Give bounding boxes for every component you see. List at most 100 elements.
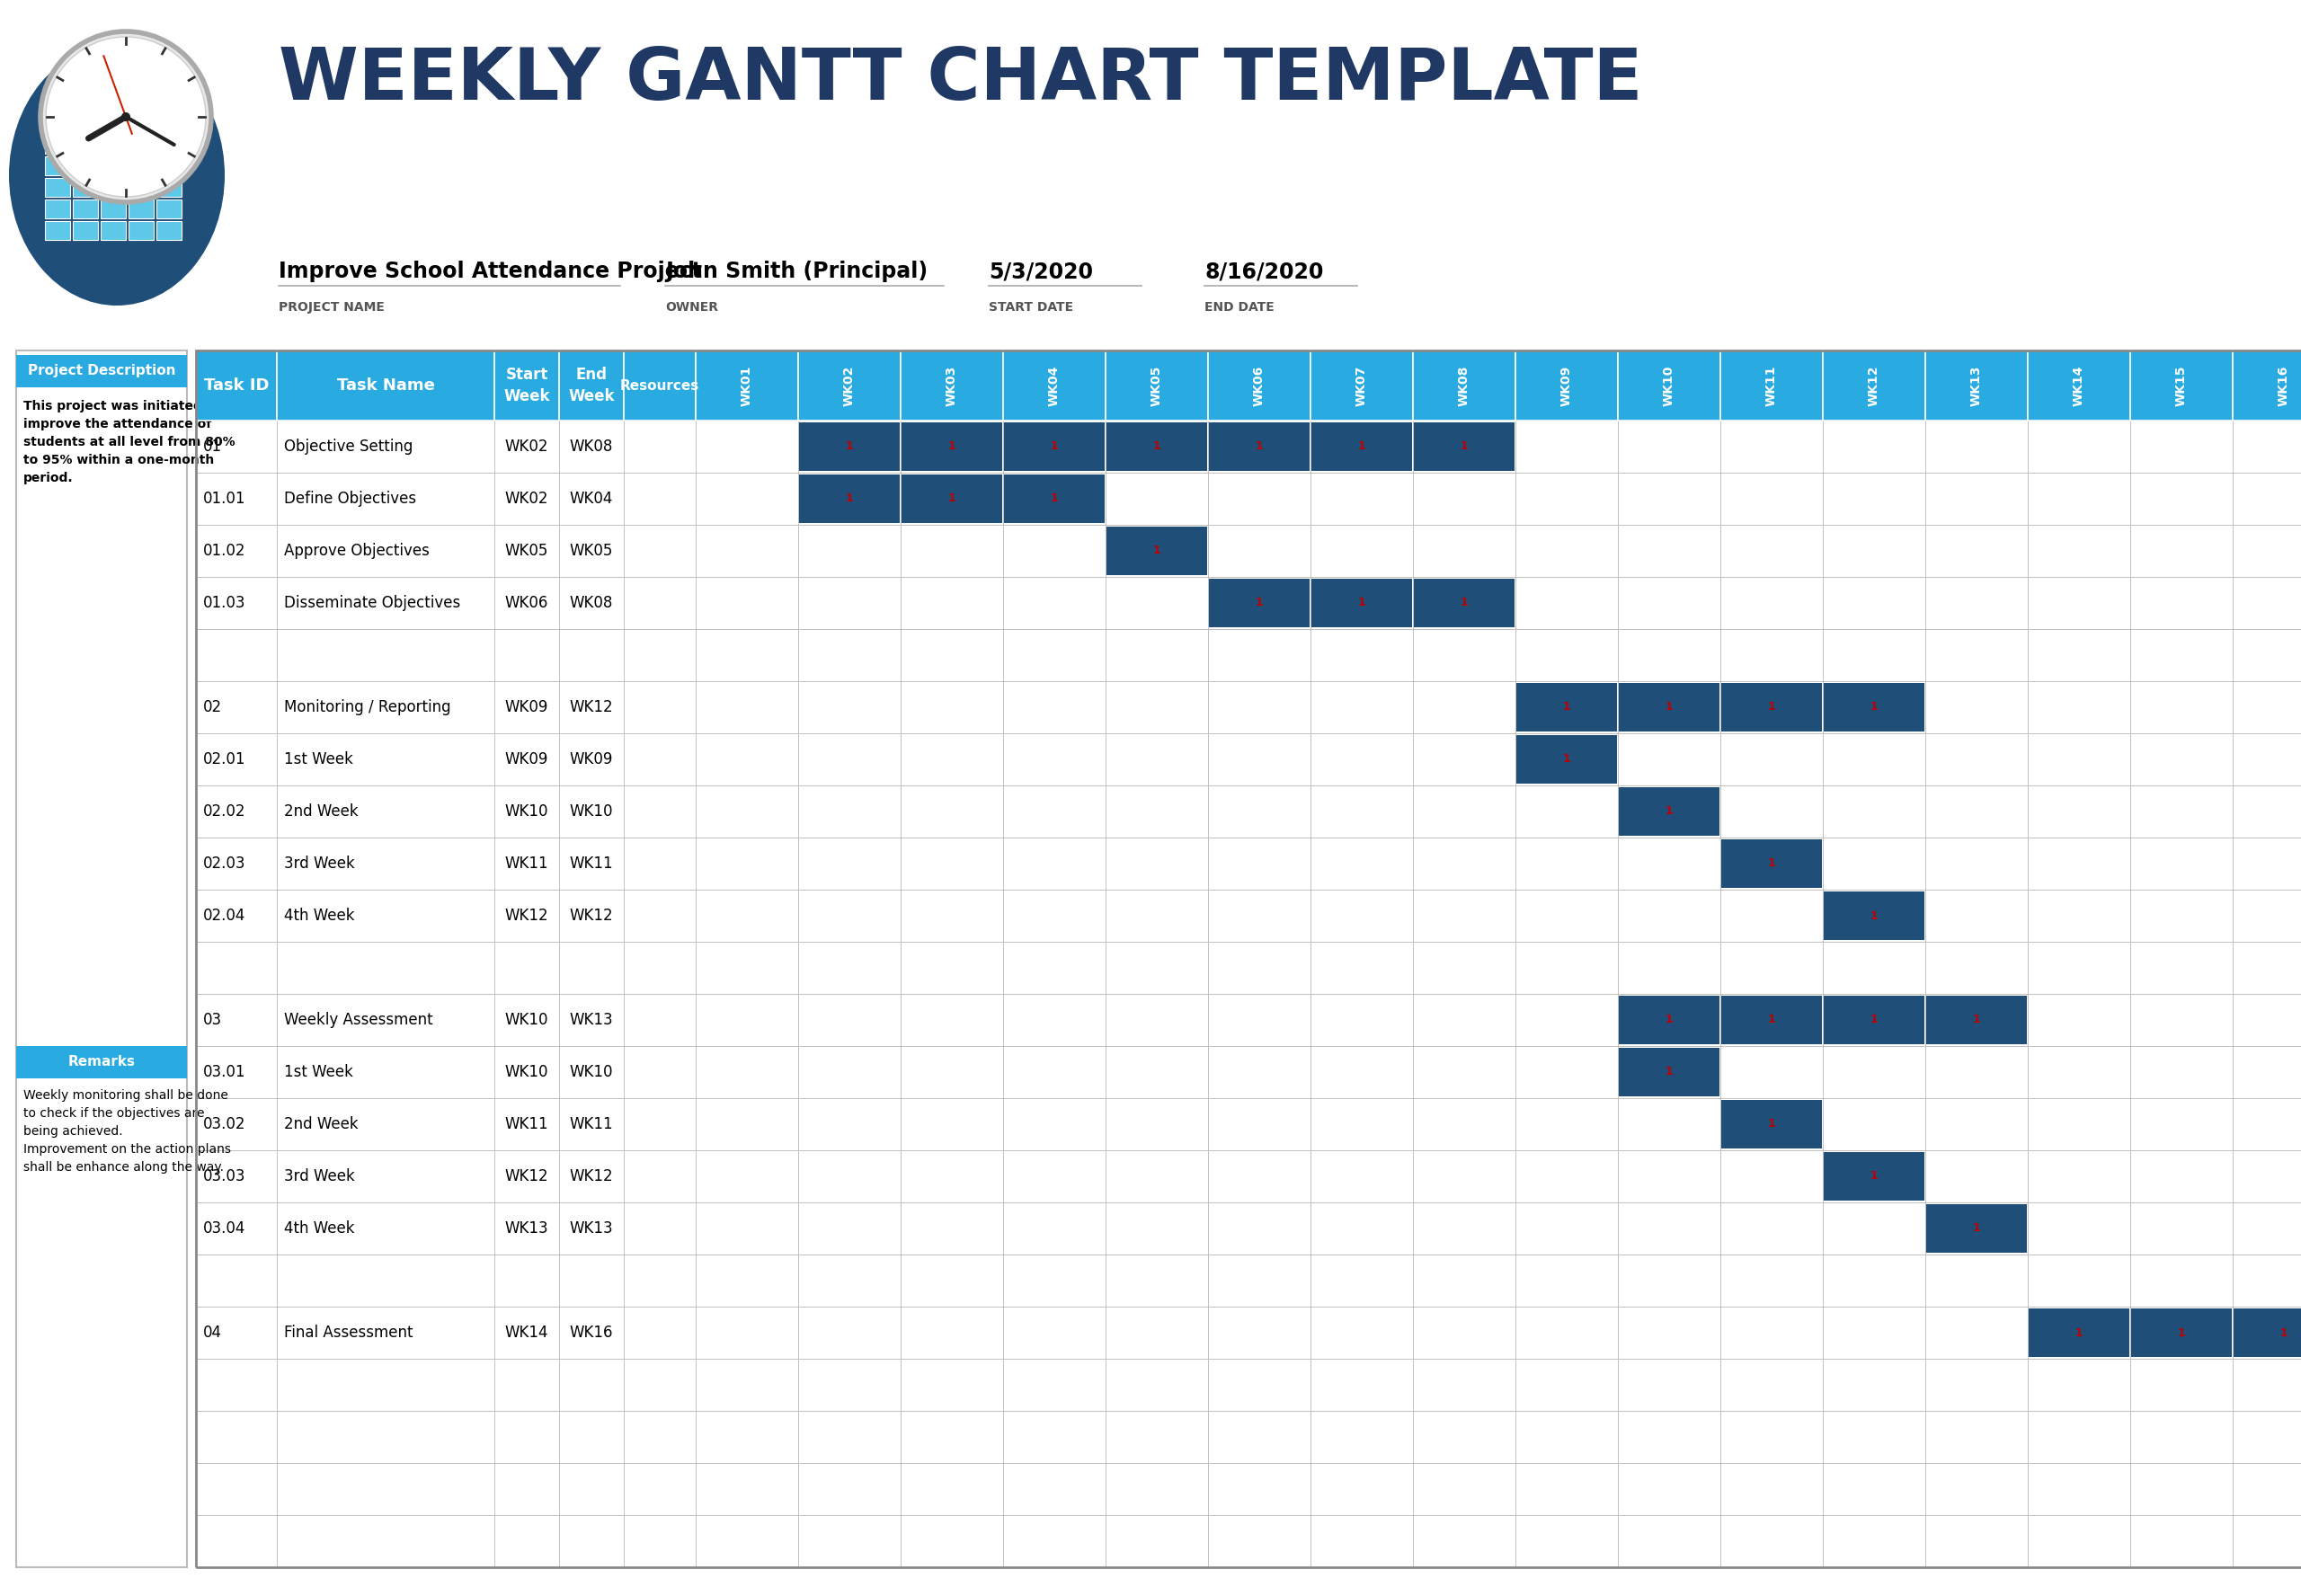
Bar bbox=[1516, 683, 1618, 731]
Bar bbox=[276, 1254, 495, 1307]
Text: 1: 1 bbox=[2280, 1326, 2287, 1339]
Bar bbox=[2027, 681, 2131, 733]
Text: Approve Objectives: Approve Objectives bbox=[283, 543, 430, 559]
Text: Final Assessment: Final Assessment bbox=[283, 1325, 412, 1341]
Text: to check if the objectives are: to check if the objectives are bbox=[23, 1108, 205, 1120]
Bar bbox=[900, 1515, 1003, 1567]
Bar bbox=[1926, 994, 2027, 1045]
Bar bbox=[1312, 423, 1413, 471]
Bar bbox=[1413, 351, 1516, 421]
Bar bbox=[1208, 942, 1312, 994]
Bar bbox=[1516, 1411, 1618, 1464]
Text: 8/16/2020: 8/16/2020 bbox=[1203, 260, 1323, 282]
Bar bbox=[695, 1464, 798, 1515]
Text: Define Objectives: Define Objectives bbox=[283, 490, 416, 508]
Bar bbox=[196, 1307, 276, 1358]
Bar bbox=[624, 994, 695, 1045]
Bar bbox=[1312, 576, 1413, 629]
Bar bbox=[1104, 1098, 1208, 1151]
Bar bbox=[74, 134, 99, 153]
Bar bbox=[1926, 733, 2027, 785]
Bar bbox=[900, 629, 1003, 681]
Bar bbox=[2131, 1045, 2232, 1098]
Bar bbox=[559, 733, 624, 785]
Bar bbox=[1413, 1254, 1516, 1307]
Bar bbox=[1822, 1307, 1926, 1358]
Bar bbox=[798, 1358, 900, 1411]
Bar bbox=[1413, 525, 1516, 576]
Bar bbox=[2131, 889, 2232, 942]
Bar bbox=[1926, 629, 2027, 681]
Bar bbox=[1208, 785, 1312, 838]
Bar bbox=[196, 351, 2301, 1567]
Bar bbox=[624, 472, 695, 525]
Bar bbox=[559, 1202, 624, 1254]
Text: being achieved.: being achieved. bbox=[23, 1125, 122, 1138]
Bar bbox=[1312, 351, 1413, 421]
Bar bbox=[1822, 681, 1926, 733]
Bar bbox=[1003, 889, 1104, 942]
Bar bbox=[1618, 1515, 1721, 1567]
Bar bbox=[276, 629, 495, 681]
Bar bbox=[1618, 421, 1721, 472]
Bar bbox=[1825, 996, 1924, 1044]
Bar bbox=[1618, 1254, 1721, 1307]
Text: Task ID: Task ID bbox=[205, 377, 269, 394]
Bar bbox=[276, 525, 495, 576]
Bar bbox=[559, 1151, 624, 1202]
Text: WK07: WK07 bbox=[1355, 365, 1369, 405]
Text: 1: 1 bbox=[1562, 701, 1572, 713]
Text: 1: 1 bbox=[948, 493, 955, 504]
Bar bbox=[2232, 942, 2301, 994]
Bar bbox=[276, 576, 495, 629]
Bar bbox=[695, 838, 798, 889]
Bar bbox=[1618, 1098, 1721, 1151]
Bar bbox=[276, 1098, 495, 1151]
Bar bbox=[1926, 1098, 2027, 1151]
Bar bbox=[1104, 889, 1208, 942]
Bar bbox=[2232, 994, 2301, 1045]
Bar bbox=[196, 472, 276, 525]
Bar bbox=[695, 1254, 798, 1307]
Bar bbox=[1312, 1151, 1413, 1202]
Bar bbox=[101, 222, 127, 239]
Bar bbox=[1516, 889, 1618, 942]
Bar bbox=[1003, 1254, 1104, 1307]
Bar bbox=[695, 1358, 798, 1411]
Text: 1: 1 bbox=[1666, 1013, 1673, 1026]
Text: 04: 04 bbox=[202, 1325, 221, 1341]
Bar bbox=[695, 1307, 798, 1358]
Bar bbox=[900, 1411, 1003, 1464]
Text: Task Name: Task Name bbox=[336, 377, 435, 394]
Text: WK03: WK03 bbox=[946, 365, 957, 405]
Bar bbox=[276, 942, 495, 994]
Bar bbox=[798, 785, 900, 838]
Bar bbox=[798, 681, 900, 733]
Bar bbox=[1618, 576, 1721, 629]
Bar bbox=[1104, 629, 1208, 681]
Bar bbox=[1208, 1307, 1312, 1358]
Bar bbox=[798, 838, 900, 889]
Text: 1: 1 bbox=[1049, 440, 1058, 453]
Bar bbox=[1104, 472, 1208, 525]
Bar bbox=[2027, 785, 2131, 838]
Text: 1: 1 bbox=[1153, 440, 1160, 453]
Text: WK05: WK05 bbox=[1150, 365, 1162, 405]
Bar bbox=[1926, 1307, 2027, 1358]
Text: 02.01: 02.01 bbox=[202, 752, 246, 768]
Bar bbox=[1822, 785, 1926, 838]
Bar bbox=[196, 681, 276, 733]
Bar bbox=[798, 1098, 900, 1151]
Bar bbox=[196, 351, 276, 421]
Bar bbox=[276, 351, 495, 421]
Text: 1: 1 bbox=[1666, 1066, 1673, 1077]
Bar bbox=[1208, 421, 1312, 472]
Text: WK09: WK09 bbox=[504, 752, 548, 768]
Bar bbox=[695, 351, 798, 421]
Bar bbox=[1413, 838, 1516, 889]
Text: Disseminate Objectives: Disseminate Objectives bbox=[283, 595, 460, 611]
Bar bbox=[196, 1515, 276, 1567]
Bar bbox=[1413, 994, 1516, 1045]
Bar bbox=[1413, 733, 1516, 785]
Bar bbox=[902, 474, 1003, 523]
